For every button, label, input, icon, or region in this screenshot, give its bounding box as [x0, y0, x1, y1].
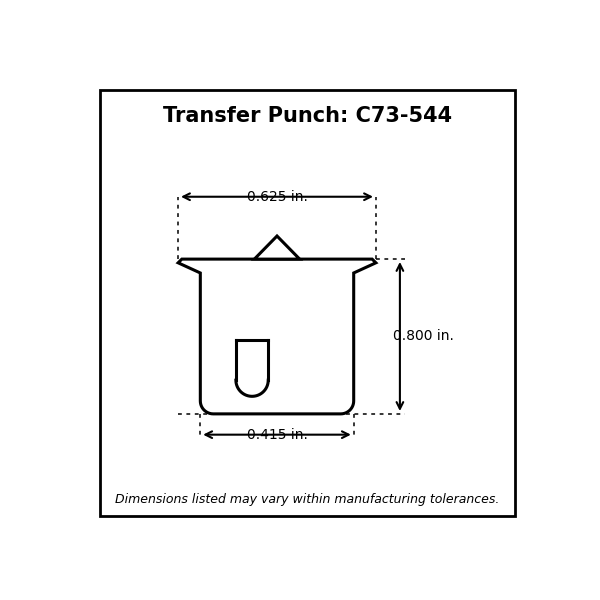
- Polygon shape: [254, 236, 299, 259]
- PathPatch shape: [178, 259, 376, 414]
- Text: Dimensions listed may vary within manufacturing tolerances.: Dimensions listed may vary within manufa…: [115, 493, 500, 506]
- Text: 0.625 in.: 0.625 in.: [247, 190, 307, 204]
- Text: 0.800 in.: 0.800 in.: [394, 329, 454, 343]
- Text: 0.415 in.: 0.415 in.: [247, 428, 307, 442]
- Text: Transfer Punch: C73-544: Transfer Punch: C73-544: [163, 106, 452, 126]
